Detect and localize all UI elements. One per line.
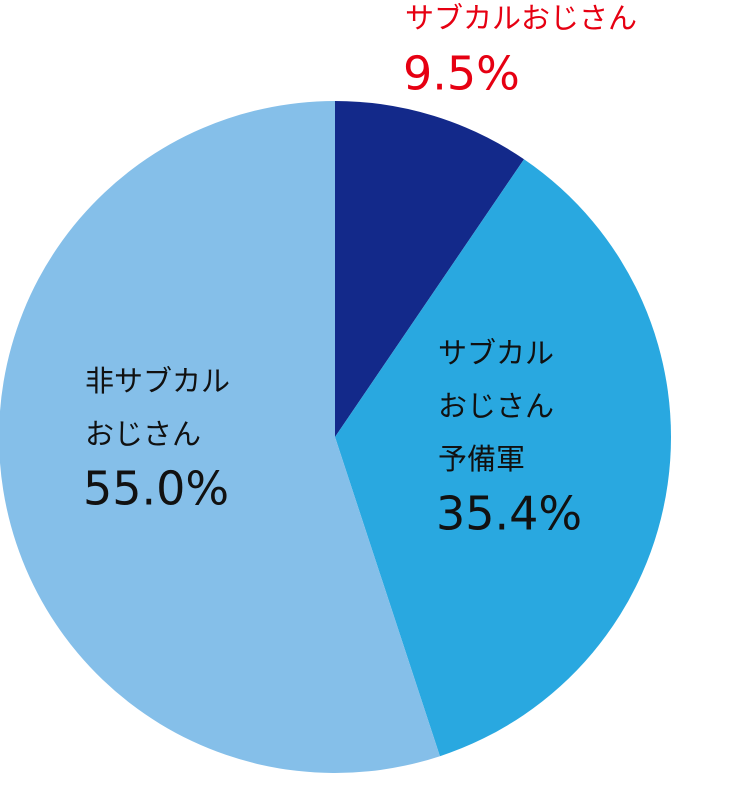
slice-label: 非サブカルおじさん — [85, 364, 230, 451]
slice-value-label: 55.0% — [83, 462, 229, 516]
slice-label-line: おじさん — [85, 417, 201, 451]
slice-label-line: 非サブカル — [85, 364, 230, 398]
slice-value-label: 9.5% — [403, 47, 520, 101]
pie-slice — [335, 101, 525, 437]
pie-slice — [0, 101, 440, 773]
slice-label-line: サブカルおじさん — [405, 1, 637, 35]
slice-value-label: 35.4% — [436, 487, 582, 541]
slice-label: サブカルおじさん予備軍 — [438, 336, 554, 476]
slice-label-line: おじさん — [438, 389, 554, 423]
slice-label-line: サブカル — [438, 336, 554, 370]
slice-label-line: 予備軍 — [438, 442, 525, 476]
slice-label: サブカルおじさん — [405, 1, 637, 35]
pie-slice — [335, 159, 671, 757]
